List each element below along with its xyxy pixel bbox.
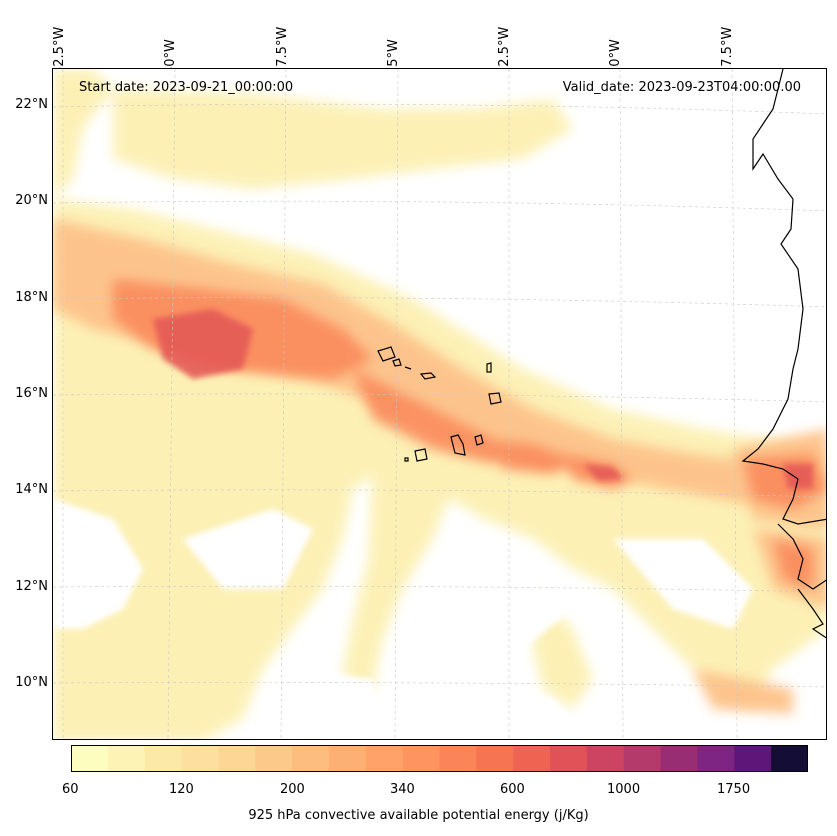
- lat-tick-10n: 10°N: [15, 675, 48, 690]
- start-date-label: Start date: 2023-09-21_00:00:00: [79, 80, 293, 95]
- colorbar-swatch: [402, 745, 440, 772]
- cbar-tick-340: 340: [390, 782, 415, 797]
- colorbar-swatch: [255, 745, 293, 772]
- colorbar-swatch: [144, 745, 183, 772]
- colorbar-swatch: [660, 745, 698, 772]
- colorbar-swatch: [439, 745, 477, 772]
- graticule: [53, 69, 826, 739]
- colorbar-swatch: [292, 745, 330, 772]
- cbar-tick-200: 200: [280, 782, 305, 797]
- colorbar-swatch: [586, 745, 625, 772]
- colorbar: [71, 745, 809, 772]
- lat-tick-22n: 22°N: [15, 97, 48, 112]
- cape-field-gaps: [53, 499, 753, 739]
- cape-field-peak: [153, 309, 813, 489]
- colorbar-swatch: [218, 745, 256, 772]
- colorbar-border: [71, 745, 808, 772]
- valid-date-label: Valid_date: 2023-09-23T04:00:00.00: [563, 80, 801, 95]
- lat-tick-18n: 18°N: [15, 290, 48, 305]
- cbar-tick-120: 120: [169, 782, 194, 797]
- colorbar-swatch: [697, 745, 735, 772]
- colorbar-swatch: [513, 745, 551, 772]
- lat-tick-12n: 12°N: [15, 579, 48, 594]
- colorbar-swatch: [181, 745, 219, 772]
- colorbar-swatch: [71, 745, 109, 772]
- colorbar-title: 925 hPa convective available potential e…: [248, 808, 589, 823]
- map-frame: Start date: 2023-09-21_00:00:00 Valid_da…: [52, 68, 827, 740]
- lat-tick-20n: 20°N: [15, 193, 48, 208]
- colorbar-swatch: [550, 745, 588, 772]
- cbar-tick-600: 600: [500, 782, 525, 797]
- colorbar-swatch: [107, 745, 146, 772]
- colorbar-swatch: [476, 745, 514, 772]
- colorbar-swatch: [771, 745, 809, 772]
- lat-tick-14n: 14°N: [15, 482, 48, 497]
- coastline: [741, 69, 826, 639]
- cape-verde-islands: [377, 346, 502, 462]
- cape-map: Start date: 2023-09-21_00:00:00 Valid_da…: [53, 69, 826, 739]
- colorbar-swatch: [734, 745, 772, 772]
- colorbar-swatch: [365, 745, 404, 772]
- lat-tick-16n: 16°N: [15, 386, 48, 401]
- cbar-tick-60: 60: [62, 782, 79, 797]
- cbar-tick-1000: 1000: [607, 782, 641, 797]
- colorbar-swatch: [328, 745, 367, 772]
- colorbar-swatch: [623, 745, 662, 772]
- colorbar-swatches: [71, 745, 809, 772]
- cbar-tick-1750: 1750: [717, 782, 751, 797]
